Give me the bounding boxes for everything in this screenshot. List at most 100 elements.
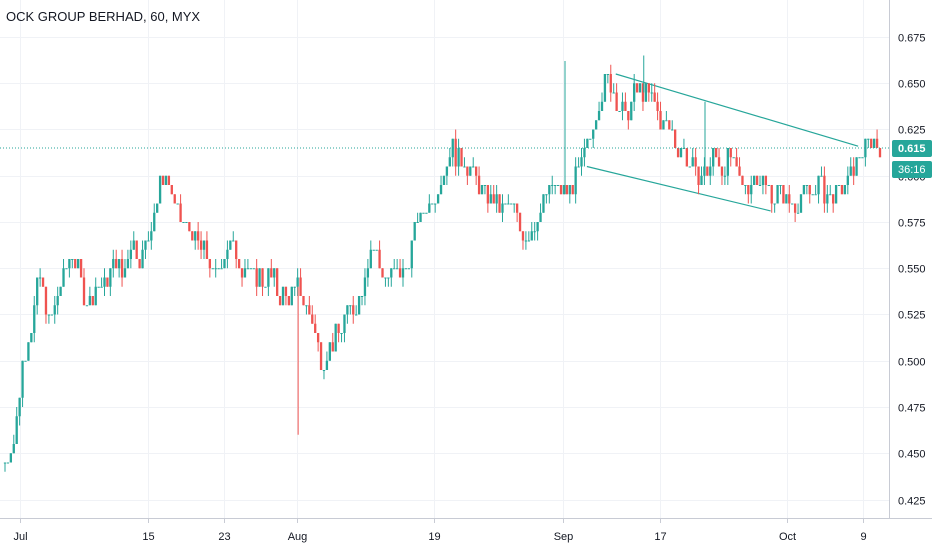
candle[interactable] (346, 305, 349, 324)
candle[interactable] (284, 286, 288, 306)
candle[interactable] (117, 259, 121, 278)
candle[interactable] (343, 314, 346, 343)
candle[interactable] (840, 185, 844, 195)
candle[interactable] (829, 185, 832, 196)
candle[interactable] (832, 194, 835, 213)
candle[interactable] (264, 286, 267, 288)
candle[interactable] (782, 185, 785, 204)
candle[interactable] (679, 148, 683, 158)
candle[interactable] (504, 203, 507, 205)
candle[interactable] (469, 166, 472, 176)
candle[interactable] (328, 342, 331, 361)
candle[interactable] (858, 157, 861, 159)
candle[interactable] (861, 157, 864, 159)
candle[interactable] (852, 157, 855, 185)
candle[interactable] (334, 323, 337, 352)
candle[interactable] (173, 194, 176, 204)
candle[interactable] (726, 148, 729, 185)
candle[interactable] (30, 333, 33, 343)
candle[interactable] (56, 286, 59, 315)
candle[interactable] (834, 185, 838, 204)
candle[interactable] (384, 277, 387, 287)
candle[interactable] (311, 305, 314, 324)
candle[interactable] (229, 240, 232, 250)
candle[interactable] (460, 148, 463, 167)
candle[interactable] (340, 333, 343, 343)
candle[interactable] (483, 185, 487, 195)
candle[interactable] (843, 185, 847, 195)
candle[interactable] (811, 194, 814, 196)
candle[interactable] (805, 185, 808, 195)
candle[interactable] (302, 296, 305, 306)
candle[interactable] (750, 175, 753, 204)
candle[interactable] (24, 360, 27, 362)
candle[interactable] (94, 277, 97, 306)
candle[interactable] (47, 314, 51, 324)
candle[interactable] (381, 268, 384, 278)
candle[interactable] (273, 268, 276, 287)
candle[interactable] (518, 212, 522, 232)
candle[interactable] (501, 194, 504, 222)
candle[interactable] (472, 157, 475, 168)
candle[interactable] (360, 296, 364, 306)
candle[interactable] (603, 74, 607, 102)
candle[interactable] (864, 138, 867, 167)
candle[interactable] (161, 175, 165, 185)
candle[interactable] (337, 323, 340, 343)
candle[interactable] (261, 268, 264, 296)
candle[interactable] (199, 231, 203, 259)
candle[interactable] (597, 101, 601, 121)
candle[interactable] (454, 129, 457, 176)
candle[interactable] (170, 185, 173, 195)
candle[interactable] (138, 259, 141, 269)
time-axis[interactable]: Jul 15 23 Aug 19 Sep 17 Oct 9 (13, 518, 867, 543)
candle[interactable] (112, 249, 115, 278)
candle[interactable] (314, 314, 317, 334)
candle[interactable] (150, 222, 153, 250)
candle[interactable] (115, 249, 118, 269)
candle[interactable] (755, 175, 759, 185)
candle[interactable] (802, 185, 806, 195)
candle[interactable] (425, 212, 428, 214)
candle[interactable] (554, 185, 557, 195)
candle[interactable] (747, 185, 750, 204)
candle[interactable] (156, 203, 159, 213)
candle[interactable] (410, 240, 413, 278)
candle[interactable] (533, 222, 536, 241)
candle[interactable] (270, 259, 273, 278)
trendline[interactable] (615, 73, 859, 147)
candle[interactable] (653, 83, 656, 102)
candle[interactable] (366, 259, 370, 287)
candle[interactable] (355, 305, 358, 316)
candle[interactable] (717, 148, 721, 167)
candle[interactable] (85, 305, 89, 307)
candle[interactable] (738, 157, 741, 176)
candle[interactable] (872, 138, 876, 148)
candle[interactable] (79, 259, 83, 278)
candle[interactable] (88, 286, 92, 306)
candle[interactable] (44, 286, 48, 324)
candle[interactable] (255, 259, 258, 296)
candle[interactable] (77, 259, 80, 269)
candle[interactable] (767, 185, 770, 186)
candle[interactable] (220, 259, 223, 270)
candle[interactable] (656, 92, 659, 121)
candle[interactable] (659, 101, 662, 130)
candle[interactable] (846, 166, 849, 195)
candle[interactable] (404, 268, 408, 270)
candle[interactable] (319, 342, 323, 370)
candle[interactable] (592, 129, 595, 149)
candle[interactable] (103, 268, 106, 296)
candle[interactable] (451, 138, 454, 167)
candle[interactable] (606, 74, 610, 84)
candle[interactable] (249, 268, 252, 270)
candle[interactable] (322, 370, 326, 380)
candle[interactable] (867, 138, 870, 148)
candle[interactable] (571, 185, 574, 195)
candle[interactable] (878, 148, 882, 158)
candle[interactable] (817, 175, 820, 204)
candle[interactable] (621, 92, 624, 121)
candle[interactable] (15, 407, 18, 444)
candle[interactable] (583, 138, 586, 167)
candle[interactable] (600, 92, 604, 112)
